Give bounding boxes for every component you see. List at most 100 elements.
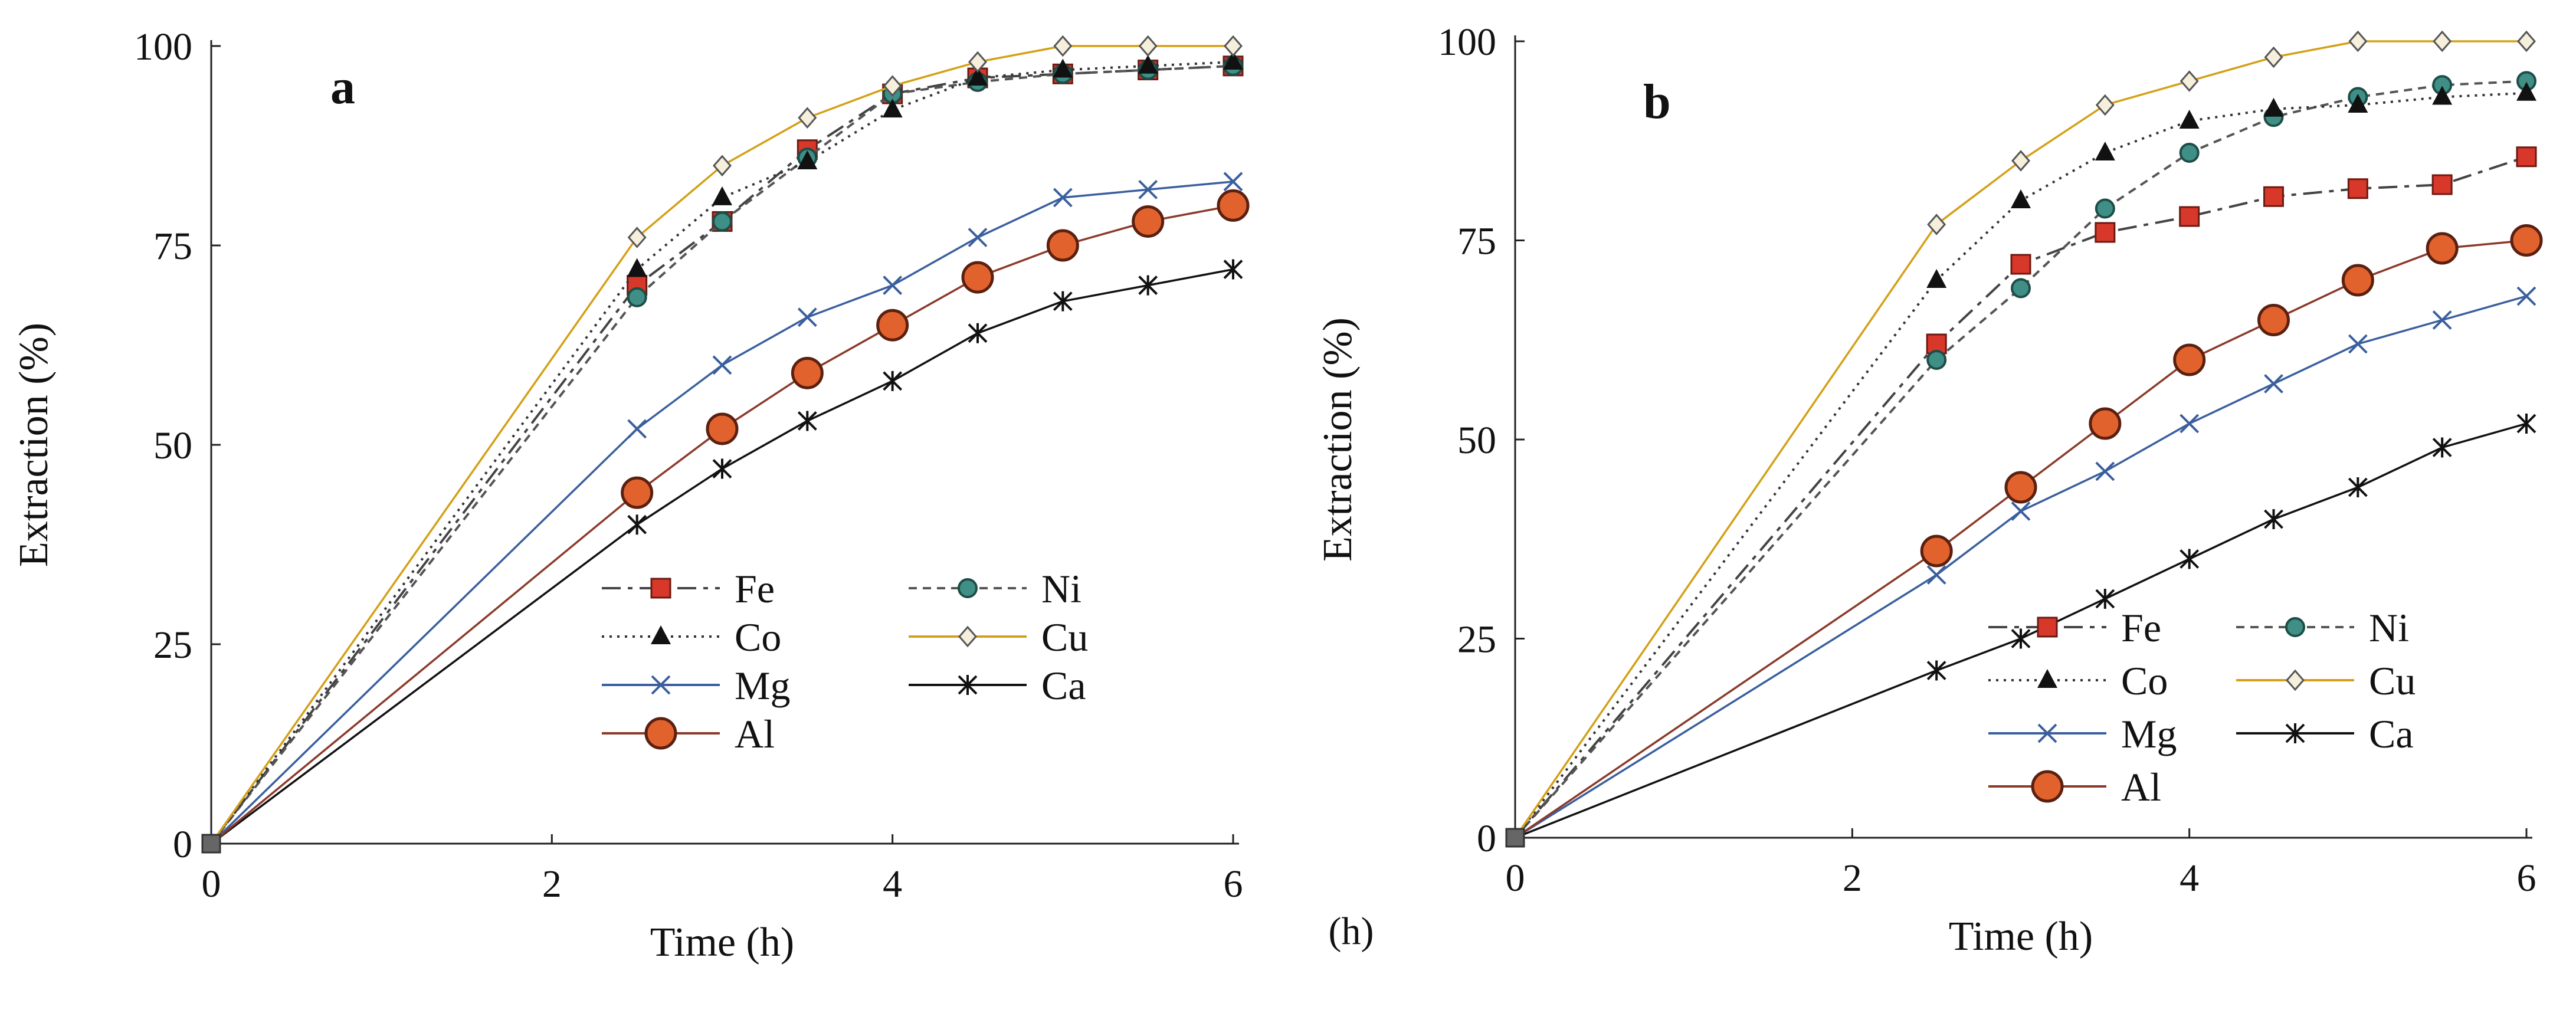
data-point-cu-5 (968, 51, 987, 73)
data-point-co-8 (2516, 81, 2536, 101)
legend-item-cu: Cu (2236, 658, 2416, 703)
legend-marker-co (651, 625, 671, 644)
data-point-co-7 (1138, 54, 1158, 74)
data-point-co-6 (2348, 94, 2368, 113)
data-point-ca-2 (712, 458, 732, 479)
data-point-ca-8 (2516, 414, 2536, 434)
y-axis-label: Extraction (%) (11, 323, 57, 567)
legend-marker-cu (958, 625, 977, 648)
legend-item-ca: Ca (909, 663, 1086, 708)
legend-label-ni: Ni (2369, 605, 2409, 650)
data-point-co-4 (2179, 110, 2200, 129)
legend-marker-ca (2285, 723, 2305, 743)
y-tick-label-25: 25 (153, 624, 192, 667)
legend-item-ni: Ni (909, 566, 1081, 611)
data-point-fe-3 (2095, 222, 2116, 243)
data-point-co-1 (627, 258, 647, 277)
series-ca (210, 259, 1243, 845)
data-point-ni-2 (712, 211, 732, 232)
legend-item-mg: Mg (1988, 711, 2177, 756)
data-point-cu-5 (2264, 46, 2283, 68)
legend-item-mg: Mg (602, 663, 790, 708)
origin-marker (201, 834, 221, 854)
data-point-cu-1 (1927, 214, 1946, 235)
data-point-mg-7 (2432, 310, 2452, 330)
data-point-mg-1 (1926, 565, 1946, 585)
legend-marker-ni (2285, 617, 2305, 637)
series-cu (210, 35, 1243, 845)
data-point-co-6 (1053, 58, 1073, 78)
data-point-al-3 (2089, 407, 2122, 440)
data-point-mg-1 (627, 419, 647, 439)
legend-marker-fe (2037, 617, 2058, 638)
legend-item-fe: Fe (602, 566, 775, 611)
data-point-al-6 (1046, 229, 1079, 262)
legend-item-al: Al (1988, 765, 2161, 809)
data-point-ni-1 (1926, 350, 1947, 370)
legend-item-al: Al (602, 711, 775, 756)
legend-label-ca: Ca (1041, 663, 1086, 708)
x-tick-label-4: 4 (2180, 857, 2199, 900)
data-point-al-2 (2004, 471, 2037, 504)
y-tick-label-50: 50 (153, 424, 192, 467)
data-point-cu-1 (627, 227, 647, 248)
legend-item-cu: Cu (909, 615, 1088, 660)
series-mg (210, 172, 1243, 845)
data-point-co-4 (882, 99, 903, 118)
legend-label-fe: Fe (2121, 605, 2161, 650)
legend-label-fe: Fe (735, 566, 775, 611)
y-tick-label-100: 100 (1438, 21, 1496, 64)
data-point-fe-8 (2516, 146, 2537, 168)
data-point-cu-8 (2517, 30, 2536, 53)
legend: Fe Ni Co Cu Mg Ca Al (1988, 605, 2416, 809)
data-point-al-1 (621, 476, 654, 509)
legend-marker-mg (651, 675, 671, 695)
data-point-mg-2 (712, 355, 732, 375)
data-point-al-2 (706, 412, 739, 445)
data-point-cu-2 (713, 155, 732, 177)
legend-marker-al (644, 717, 677, 750)
data-point-ni-3 (2095, 198, 2115, 219)
data-point-ca-5 (968, 323, 988, 343)
legend-marker-cu (2286, 669, 2305, 691)
data-point-fe-4 (2179, 206, 2200, 227)
data-point-ca-2 (2011, 628, 2031, 649)
data-point-co-3 (2095, 142, 2115, 160)
data-point-cu-8 (1224, 35, 1243, 57)
data-point-cu-4 (2180, 70, 2199, 92)
data-point-mg-2 (2011, 501, 2031, 521)
data-point-cu-2 (2011, 150, 2030, 172)
series-line-co (210, 61, 1234, 845)
series-line-fe (1514, 155, 2527, 839)
data-point-cu-3 (2095, 94, 2115, 116)
legend-marker-mg (2037, 723, 2057, 743)
y-tick-label-0: 0 (1477, 817, 1496, 860)
data-point-co-5 (968, 67, 988, 86)
data-point-ca-4 (2180, 549, 2200, 569)
legend-label-al: Al (2121, 765, 2161, 809)
data-point-mg-7 (1138, 179, 1158, 199)
data-point-al-4 (2173, 343, 2206, 376)
data-point-ni-1 (627, 287, 647, 307)
legend-item-fe: Fe (1988, 605, 2161, 650)
data-point-mg-3 (2095, 461, 2115, 481)
x-axis-label: Time (h) (650, 920, 794, 965)
legend-label-co: Co (2121, 658, 2168, 703)
data-point-mg-8 (1223, 172, 1243, 192)
data-point-ca-7 (2432, 437, 2452, 458)
x-axis-label: Time (h) (1949, 914, 2093, 959)
data-point-cu-7 (1138, 35, 1158, 57)
x-tick-label-6: 6 (1224, 863, 1243, 906)
data-point-fe-7 (2431, 174, 2453, 195)
data-point-cu-7 (2433, 30, 2452, 53)
data-point-al-7 (1132, 205, 1165, 238)
data-point-co-7 (2432, 86, 2453, 105)
y-tick-label-25: 25 (1457, 618, 1496, 661)
x-tick-label-0: 0 (1506, 857, 1525, 900)
y-tick-label-0: 0 (173, 823, 192, 866)
data-point-co-8 (1223, 51, 1243, 70)
legend-marker-ca (958, 675, 978, 695)
series-fe (1514, 146, 2537, 839)
data-point-ca-7 (1138, 275, 1158, 296)
